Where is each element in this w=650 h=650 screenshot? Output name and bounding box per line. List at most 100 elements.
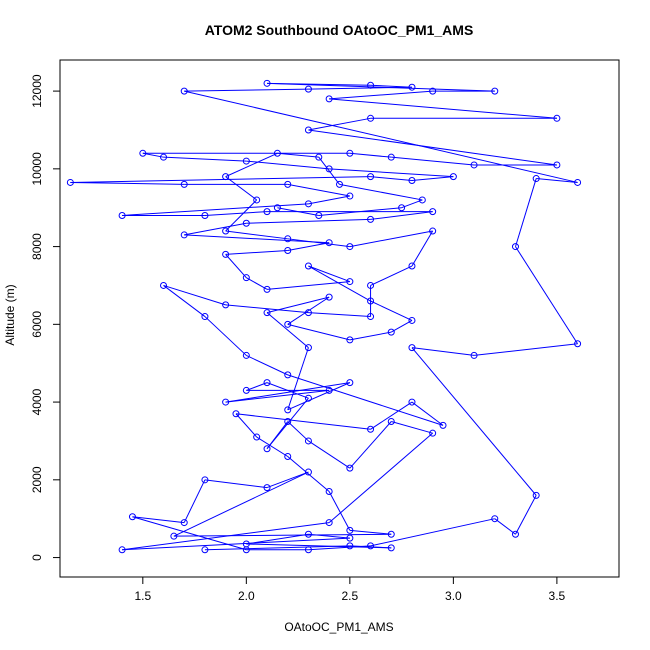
series-line-segment	[328, 432, 433, 523]
series-line-segment	[349, 152, 392, 158]
series-line-segment	[266, 471, 309, 489]
data-point	[222, 301, 230, 309]
series-line-segment	[163, 285, 206, 317]
data-point	[408, 262, 416, 270]
data-point	[253, 433, 261, 441]
data-point	[470, 161, 478, 169]
series-line-segment	[142, 152, 164, 158]
y-tick-label: 8000	[30, 233, 44, 260]
series-line-segment	[246, 533, 309, 545]
series-line-segment	[329, 90, 433, 100]
data-point	[491, 515, 499, 523]
data-point	[118, 546, 126, 554]
data-point	[367, 281, 375, 289]
data-point	[232, 410, 240, 418]
data-point	[367, 313, 375, 321]
series-line-segment	[287, 238, 350, 248]
series-line-segment	[411, 176, 454, 182]
data-point	[439, 421, 447, 429]
series-line-segment	[308, 265, 351, 283]
data-point	[160, 153, 168, 161]
series-line-segment	[225, 176, 257, 201]
series-line-segment	[515, 178, 537, 247]
data-point	[470, 351, 478, 359]
series-line-segment	[204, 316, 247, 356]
data-point	[315, 153, 323, 161]
data-point	[346, 542, 354, 550]
series-line-segment	[349, 230, 433, 248]
data-point	[346, 464, 354, 472]
series-line-segment	[266, 312, 309, 349]
series-line-segment	[235, 413, 258, 438]
series-line-segment	[536, 178, 578, 183]
series-line-segment	[391, 320, 413, 333]
data-point	[304, 309, 312, 317]
data-point	[128, 513, 136, 521]
data-point	[284, 320, 292, 328]
series-line-segment	[328, 491, 351, 531]
data-point	[304, 262, 312, 270]
series-line-segment	[246, 277, 268, 290]
data-point	[408, 83, 416, 91]
data-point	[284, 235, 292, 243]
series-line-segment	[204, 211, 268, 216]
data-point	[304, 344, 312, 352]
series-line-segment	[204, 479, 268, 489]
data-point	[284, 418, 292, 426]
series-line-segment	[308, 129, 557, 166]
series-line-segment	[349, 331, 392, 341]
data-point	[263, 379, 271, 387]
data-point	[284, 371, 292, 379]
series-line-segment	[235, 413, 371, 430]
data-point	[367, 173, 375, 181]
data-point	[242, 546, 250, 554]
data-point	[367, 297, 375, 305]
data-point	[66, 178, 74, 186]
series-line-segment	[287, 296, 330, 325]
data-point	[367, 425, 375, 433]
x-axis-label: OAtoOC_PM1_AMS	[284, 620, 393, 634]
series-points	[66, 79, 582, 554]
series-line-segment	[70, 176, 371, 183]
series-lines	[70, 82, 579, 551]
data-point	[304, 437, 312, 445]
data-point	[222, 227, 230, 235]
series-line-segment	[308, 545, 371, 551]
series-line-segment	[287, 242, 330, 251]
data-point	[304, 200, 312, 208]
data-point	[336, 180, 343, 188]
data-point	[242, 219, 250, 227]
series-line-segment	[246, 354, 288, 376]
series-line-segment	[246, 543, 392, 549]
data-point	[284, 246, 292, 254]
data-point	[284, 406, 292, 414]
data-point	[201, 476, 209, 484]
data-point	[346, 192, 354, 200]
data-point	[346, 534, 354, 542]
series-line-segment	[308, 86, 412, 90]
data-point	[387, 544, 395, 552]
series-line-segment	[246, 382, 268, 391]
series-line-segment	[494, 518, 516, 535]
data-point	[180, 87, 188, 95]
series-line-segment	[266, 397, 309, 450]
y-axis-label: Altitude (m)	[3, 284, 17, 345]
series-line-segment	[391, 421, 433, 434]
data-point	[553, 161, 561, 169]
series-line-segment	[349, 529, 392, 535]
series-line-segment	[339, 183, 423, 201]
data-point	[325, 386, 333, 394]
data-point	[574, 178, 582, 186]
series-line-segment	[173, 471, 309, 537]
data-point	[398, 204, 406, 212]
data-point	[346, 379, 354, 387]
series-line-segment	[163, 284, 226, 306]
data-point	[387, 530, 395, 538]
data-point	[532, 175, 540, 183]
data-point	[418, 196, 426, 204]
data-point	[242, 274, 250, 282]
data-point	[284, 452, 292, 460]
series-line-segment	[225, 254, 247, 279]
data-point	[387, 418, 395, 426]
series-line-segment	[184, 88, 309, 92]
